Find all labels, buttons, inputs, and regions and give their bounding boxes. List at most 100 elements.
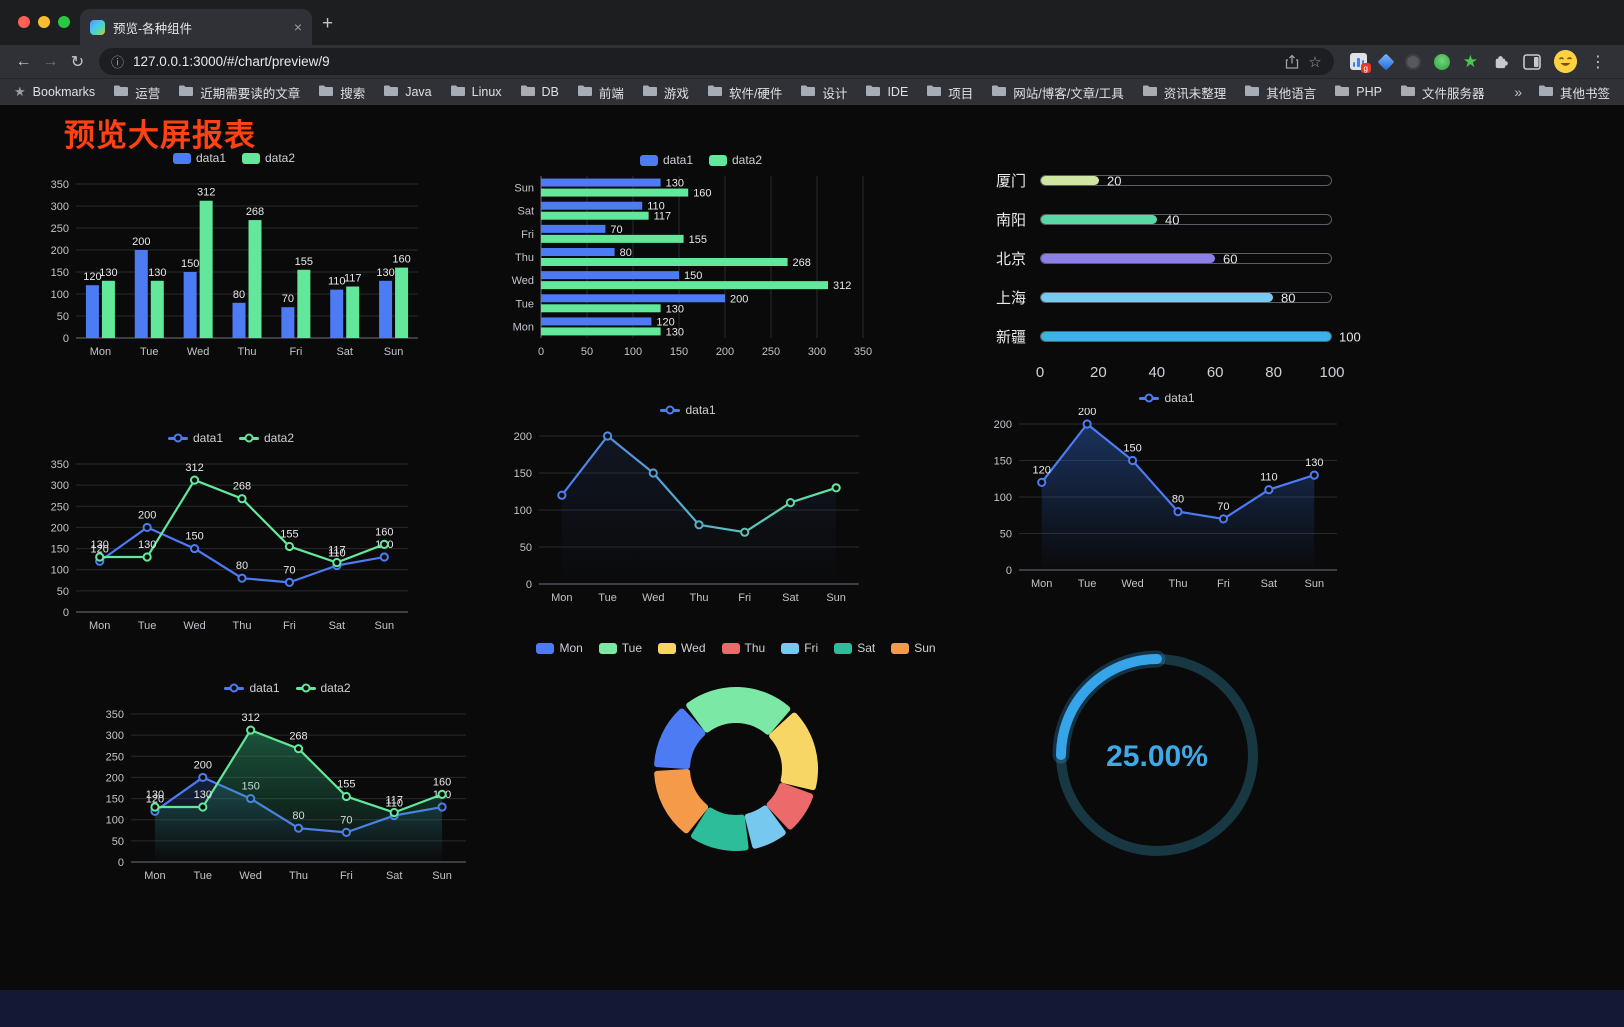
reload-icon[interactable]: ↻ [70, 53, 85, 71]
legend-item-Mon[interactable]: Mon [536, 641, 583, 655]
legend-item-data2[interactable]: data2 [295, 681, 351, 695]
legend-item-data1[interactable]: data1 [1139, 391, 1195, 405]
svg-text:250: 250 [762, 346, 780, 358]
chart-plot: 0 50 100 150 200 250 300 350 Mon Tue Wed Thu Fri Sat S… [95, 698, 480, 893]
legend-label: data2 [265, 151, 296, 165]
folder-icon [800, 84, 816, 100]
svg-text:Tue: Tue [598, 592, 617, 604]
svg-text:150: 150 [1123, 443, 1141, 455]
zoom-window-button[interactable] [58, 16, 70, 28]
legend-swatch-icon [598, 642, 617, 654]
svg-text:312: 312 [197, 187, 215, 199]
bookmark-folder[interactable]: 运营 [113, 83, 160, 102]
bookmark-folder[interactable]: DB [520, 84, 559, 100]
svg-text:150: 150 [51, 267, 69, 279]
bookmarks-overflow-chevron[interactable]: » [1514, 84, 1522, 100]
bookmark-folder[interactable]: 前端 [577, 83, 624, 102]
window-controls [18, 16, 70, 28]
green-star-extension-icon[interactable]: ★ [1462, 52, 1478, 71]
new-tab-button[interactable]: + [322, 13, 334, 34]
bookmark-folder[interactable]: 近期需要读的文章 [178, 83, 300, 102]
legend-item-Sun[interactable]: Sun [891, 641, 936, 655]
bookmark-folder[interactable]: Linux [450, 84, 502, 100]
svg-text:Thu: Thu [515, 252, 534, 264]
minimize-window-button[interactable] [38, 16, 50, 28]
svg-text:300: 300 [51, 201, 69, 213]
svg-text:Wed: Wed [239, 870, 261, 882]
legend-item-Wed[interactable]: Wed [658, 641, 706, 655]
close-window-button[interactable] [18, 16, 30, 28]
bookmarks-star-icon[interactable]: ★ [14, 84, 26, 99]
bookmark-folder[interactable]: 其他语言 [1244, 83, 1316, 102]
bookmark-folder[interactable]: 文件服务器 [1400, 83, 1484, 102]
legend-line-icon [167, 433, 188, 443]
bookmark-folder[interactable]: 项目 [926, 83, 973, 102]
close-tab-icon[interactable]: × [293, 19, 302, 35]
svg-text:50: 50 [1000, 529, 1012, 541]
bookmark-star-icon[interactable]: ☆ [1308, 53, 1322, 71]
svg-text:80: 80 [236, 560, 248, 572]
bookmark-folder[interactable]: PHP [1334, 84, 1382, 100]
dark-circle-extension-icon[interactable] [1404, 53, 1421, 70]
legend-swatch-icon [834, 642, 853, 654]
legend-item-data1[interactable]: data1 [660, 403, 716, 417]
share-icon[interactable] [1285, 54, 1299, 69]
bookmark-folder[interactable]: 设计 [800, 83, 847, 102]
legend-item-data2[interactable]: data2 [239, 431, 294, 445]
svg-text:250: 250 [51, 223, 69, 235]
svg-text:Tue: Tue [194, 870, 213, 882]
green-circle-extension-icon[interactable] [1433, 53, 1450, 70]
address-bar[interactable]: ⓘ 127.0.0.1:3000/#/chart/preview/9 ☆ [99, 48, 1334, 75]
svg-text:Sun: Sun [432, 870, 452, 882]
chart-plot: 0 50 100 150 200 250 300 350 Mon Tue Wed Thu Fri Sat S… [40, 168, 428, 369]
svg-text:100: 100 [51, 565, 69, 577]
legend-item-Thu[interactable]: Thu [721, 641, 765, 655]
bookmark-folder[interactable]: 搜索 [318, 83, 365, 102]
legend-label: Sun [914, 641, 936, 655]
svg-text:130: 130 [146, 789, 164, 801]
legend-item-data2[interactable]: data2 [709, 153, 762, 167]
bookmark-folder[interactable]: Java [383, 84, 432, 100]
back-icon[interactable]: ← [15, 52, 32, 70]
svg-text:50: 50 [581, 346, 593, 358]
bookmark-folder[interactable]: IDE [865, 84, 908, 100]
forward-icon[interactable]: → [42, 52, 59, 70]
bookmark-folder[interactable]: 软件/硬件 [707, 83, 782, 102]
svg-text:0: 0 [118, 857, 124, 869]
page-title: 预览大屏报表 [64, 118, 256, 153]
svg-text:350: 350 [51, 459, 69, 471]
bookmark-folder[interactable]: 游戏 [642, 83, 689, 102]
legend-item-data1[interactable]: data1 [167, 431, 223, 445]
legend-item-data1[interactable]: data1 [224, 681, 280, 695]
legend-item-Fri[interactable]: Fri [781, 641, 818, 655]
analytics-extension-icon[interactable]: g [1349, 53, 1371, 73]
legend-item-data1[interactable]: data1 [639, 153, 693, 167]
tab-title: 预览-各种组件 [113, 21, 193, 36]
bookmark-folder[interactable]: 网站/博客/文章/工具 [991, 83, 1124, 102]
browser-tab[interactable]: 预览-各种组件 × [80, 9, 312, 45]
legend-item-data1[interactable]: data1 [172, 151, 226, 165]
legend-item-Sat[interactable]: Sat [834, 641, 875, 655]
site-info-icon[interactable]: ⓘ [111, 55, 125, 70]
legend-line-icon [1139, 393, 1160, 403]
progress-row: 上海 80 [996, 278, 1368, 317]
diamond-extension-icon[interactable] [1377, 53, 1395, 70]
browser-menu-icon[interactable]: ⋮ [1590, 53, 1606, 71]
line-plot: 0 50 100 150 200 250 300 350 Mon Tue Wed Thu Fri Sat S… [51, 459, 408, 632]
chart-legend: data1 [983, 388, 1351, 408]
svg-text:250: 250 [51, 501, 69, 513]
svg-text:80: 80 [1172, 494, 1184, 506]
svg-text:200: 200 [194, 759, 212, 771]
side-panel-icon[interactable] [1523, 53, 1541, 70]
other-bookmarks-folder[interactable]: 其他书签 [1538, 83, 1610, 102]
extensions-puzzle-icon[interactable] [1491, 52, 1510, 71]
legend-item-Tue[interactable]: Tue [598, 641, 642, 655]
svg-text:Wed: Wed [183, 620, 205, 632]
folder-icon [642, 84, 658, 100]
svg-text:100: 100 [51, 289, 69, 301]
bookmarks-label[interactable]: Bookmarks [32, 85, 96, 99]
profile-avatar[interactable] [1554, 50, 1577, 73]
bookmark-folder[interactable]: 资讯未整理 [1142, 83, 1226, 102]
legend-item-data2[interactable]: data2 [242, 151, 295, 165]
svg-text:200: 200 [51, 522, 69, 534]
